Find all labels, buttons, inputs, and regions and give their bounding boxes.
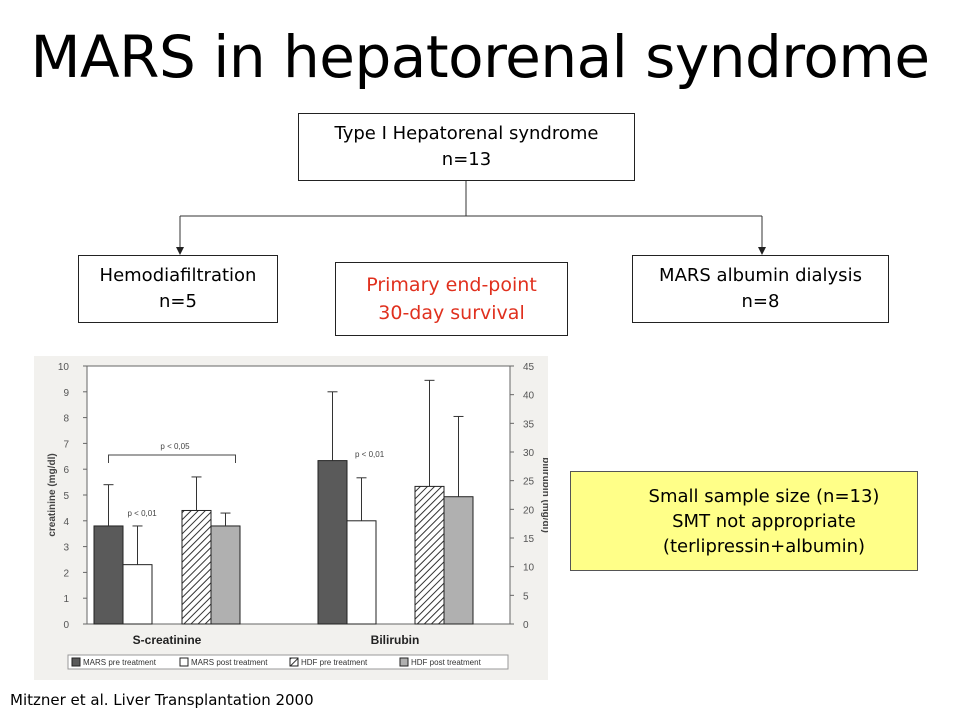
y-right-tick-label: 40 bbox=[523, 391, 535, 402]
y-right-tick-label: 15 bbox=[523, 534, 535, 545]
legend-label: MARS pre treatment bbox=[83, 658, 157, 667]
annotation-label: p < 0,05 bbox=[160, 442, 190, 451]
y-right-tick-label: 0 bbox=[523, 620, 529, 631]
bar-1-3 bbox=[443, 496, 474, 625]
population-box: Type I Hepatorenal syndrome n=13 bbox=[298, 113, 635, 181]
y-left-tick-label: 9 bbox=[63, 388, 69, 399]
legend-label: HDF pre treatment bbox=[301, 658, 368, 667]
category-label: S-creatinine bbox=[133, 633, 202, 647]
y-left-tick-label: 7 bbox=[63, 439, 69, 450]
annotation-label: p < 0,01 bbox=[128, 509, 158, 518]
population-count: n=13 bbox=[441, 149, 492, 170]
annotation-label: p < 0,01 bbox=[355, 450, 385, 459]
y-left-tick-label: 1 bbox=[63, 594, 69, 605]
hemodiafiltration-count: n=5 bbox=[159, 291, 197, 312]
note-line-2: SMT not appropriate bbox=[672, 510, 856, 532]
y-left-tick-label: 5 bbox=[63, 491, 69, 502]
bar-0-2 bbox=[181, 509, 212, 625]
y-left-tick-label: 2 bbox=[63, 568, 69, 579]
bar-chart: 012345678910051015202530354045creatinine… bbox=[47, 362, 548, 670]
endpoint-value: 30-day survival bbox=[378, 302, 525, 324]
y-right-tick-label: 30 bbox=[523, 448, 535, 459]
y-left-tick-label: 8 bbox=[63, 414, 69, 425]
legend-swatch bbox=[179, 657, 189, 667]
population-label: Type I Hepatorenal syndrome bbox=[334, 123, 599, 144]
hemodiafiltration-label: Hemodiafiltration bbox=[99, 265, 257, 286]
y-left-tick-label: 4 bbox=[63, 517, 69, 528]
legend-label: MARS post treatment bbox=[191, 658, 268, 667]
bar-0-3 bbox=[210, 525, 241, 625]
y-left-tick-label: 3 bbox=[63, 543, 69, 554]
note-line-3: (terlipressin+albumin) bbox=[662, 535, 866, 557]
bar-chart-panel: 0 1 2 3 4 5 6 7 8 9 10 0 5 10 15 20 25 30 35 40 45 creatinine… bbox=[34, 356, 548, 680]
bar-0-0 bbox=[93, 525, 124, 625]
bar-1-2 bbox=[414, 485, 445, 625]
y-left-tick-label: 6 bbox=[63, 465, 69, 476]
mars-count: n=8 bbox=[741, 291, 780, 312]
legend-frame bbox=[67, 654, 509, 670]
mars-label: MARS albumin dialysis bbox=[659, 265, 862, 286]
y-left-axis-label: creatinine (mg/dl) bbox=[47, 453, 58, 536]
y-left-tick-label: 10 bbox=[58, 362, 70, 373]
category-label: Bilirubin bbox=[371, 633, 420, 647]
bar-1-0 bbox=[317, 460, 348, 625]
bar-1-1 bbox=[346, 520, 377, 625]
significance-bracket bbox=[108, 454, 236, 463]
arrow-left-head bbox=[176, 247, 184, 255]
limitations-note: Small sample size (n=13) SMT not appropr… bbox=[570, 471, 918, 571]
legend-swatch bbox=[289, 657, 299, 667]
page-title: MARS in hepatorenal syndrome bbox=[30, 23, 930, 91]
y-right-tick-label: 25 bbox=[523, 477, 535, 488]
endpoint-label: Primary end-point bbox=[366, 274, 537, 296]
legend-swatch bbox=[399, 657, 409, 667]
mars-box: MARS albumin dialysis n=8 bbox=[632, 255, 889, 323]
note-line-1: Small sample size (n=13) bbox=[648, 485, 880, 507]
endpoint-box: Primary end-point 30-day survival bbox=[335, 262, 568, 336]
bar-0-1 bbox=[122, 564, 153, 625]
y-right-tick-label: 45 bbox=[523, 362, 535, 373]
arrow-right-head bbox=[758, 247, 766, 255]
y-right-axis-label: bilirubin (mg/dl) bbox=[540, 457, 548, 533]
y-right-tick-label: 35 bbox=[523, 419, 535, 430]
legend-label: HDF post treatment bbox=[411, 658, 482, 667]
y-right-tick-label: 5 bbox=[523, 591, 529, 602]
legend-swatch bbox=[71, 657, 81, 667]
hemodiafiltration-box: Hemodiafiltration n=5 bbox=[78, 255, 278, 323]
y-left-tick-label: 0 bbox=[63, 620, 69, 631]
citation: Mitzner et al. Liver Transplantation 200… bbox=[10, 691, 314, 709]
y-right-tick-label: 20 bbox=[523, 505, 535, 516]
y-right-tick-label: 10 bbox=[523, 563, 535, 574]
